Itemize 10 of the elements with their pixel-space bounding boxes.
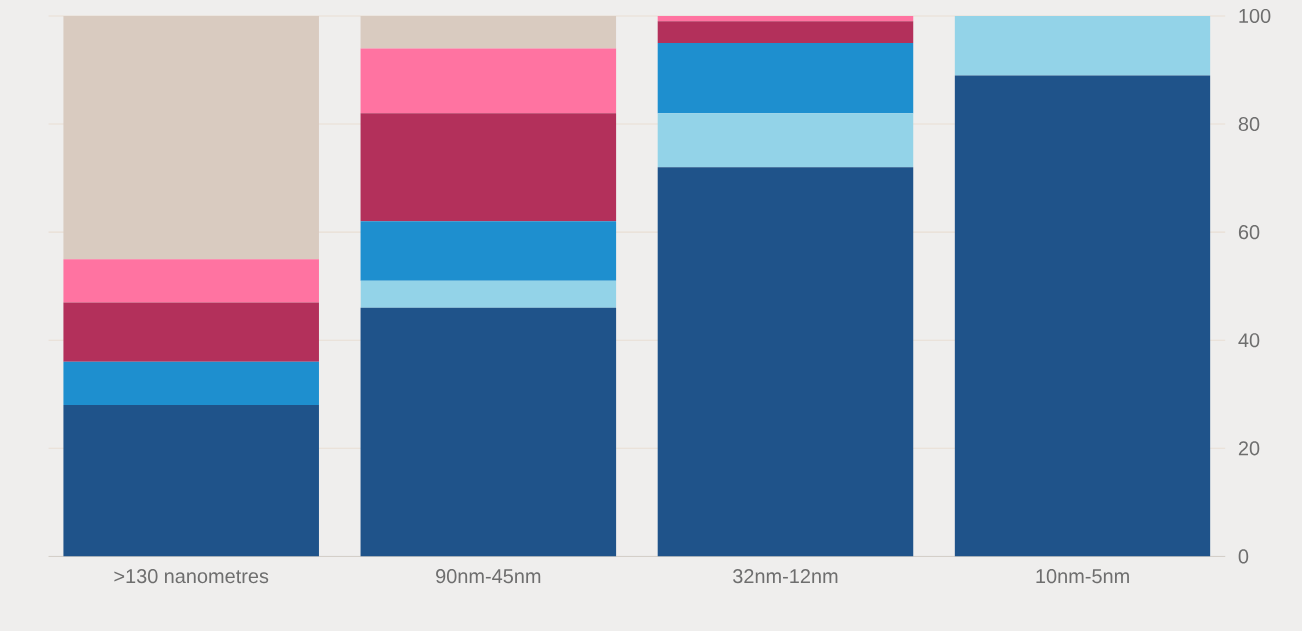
y-tick-label: 20 [1238, 441, 1260, 456]
x-tick-label: 90nm-45nm [436, 568, 541, 584]
x-tick-label: 32nm-12nm [733, 568, 838, 584]
y-tick-label: 60 [1238, 224, 1260, 240]
y-tick-label: 100 [1239, 8, 1271, 23]
y-tick-label: 0 [1238, 549, 1249, 564]
y-tick-label: 40 [1238, 333, 1260, 348]
x-tick-label: >130 nanometres [114, 568, 269, 584]
y-tick-label: 80 [1238, 116, 1260, 132]
x-tick-label: 10nm-5nm [1036, 568, 1129, 584]
